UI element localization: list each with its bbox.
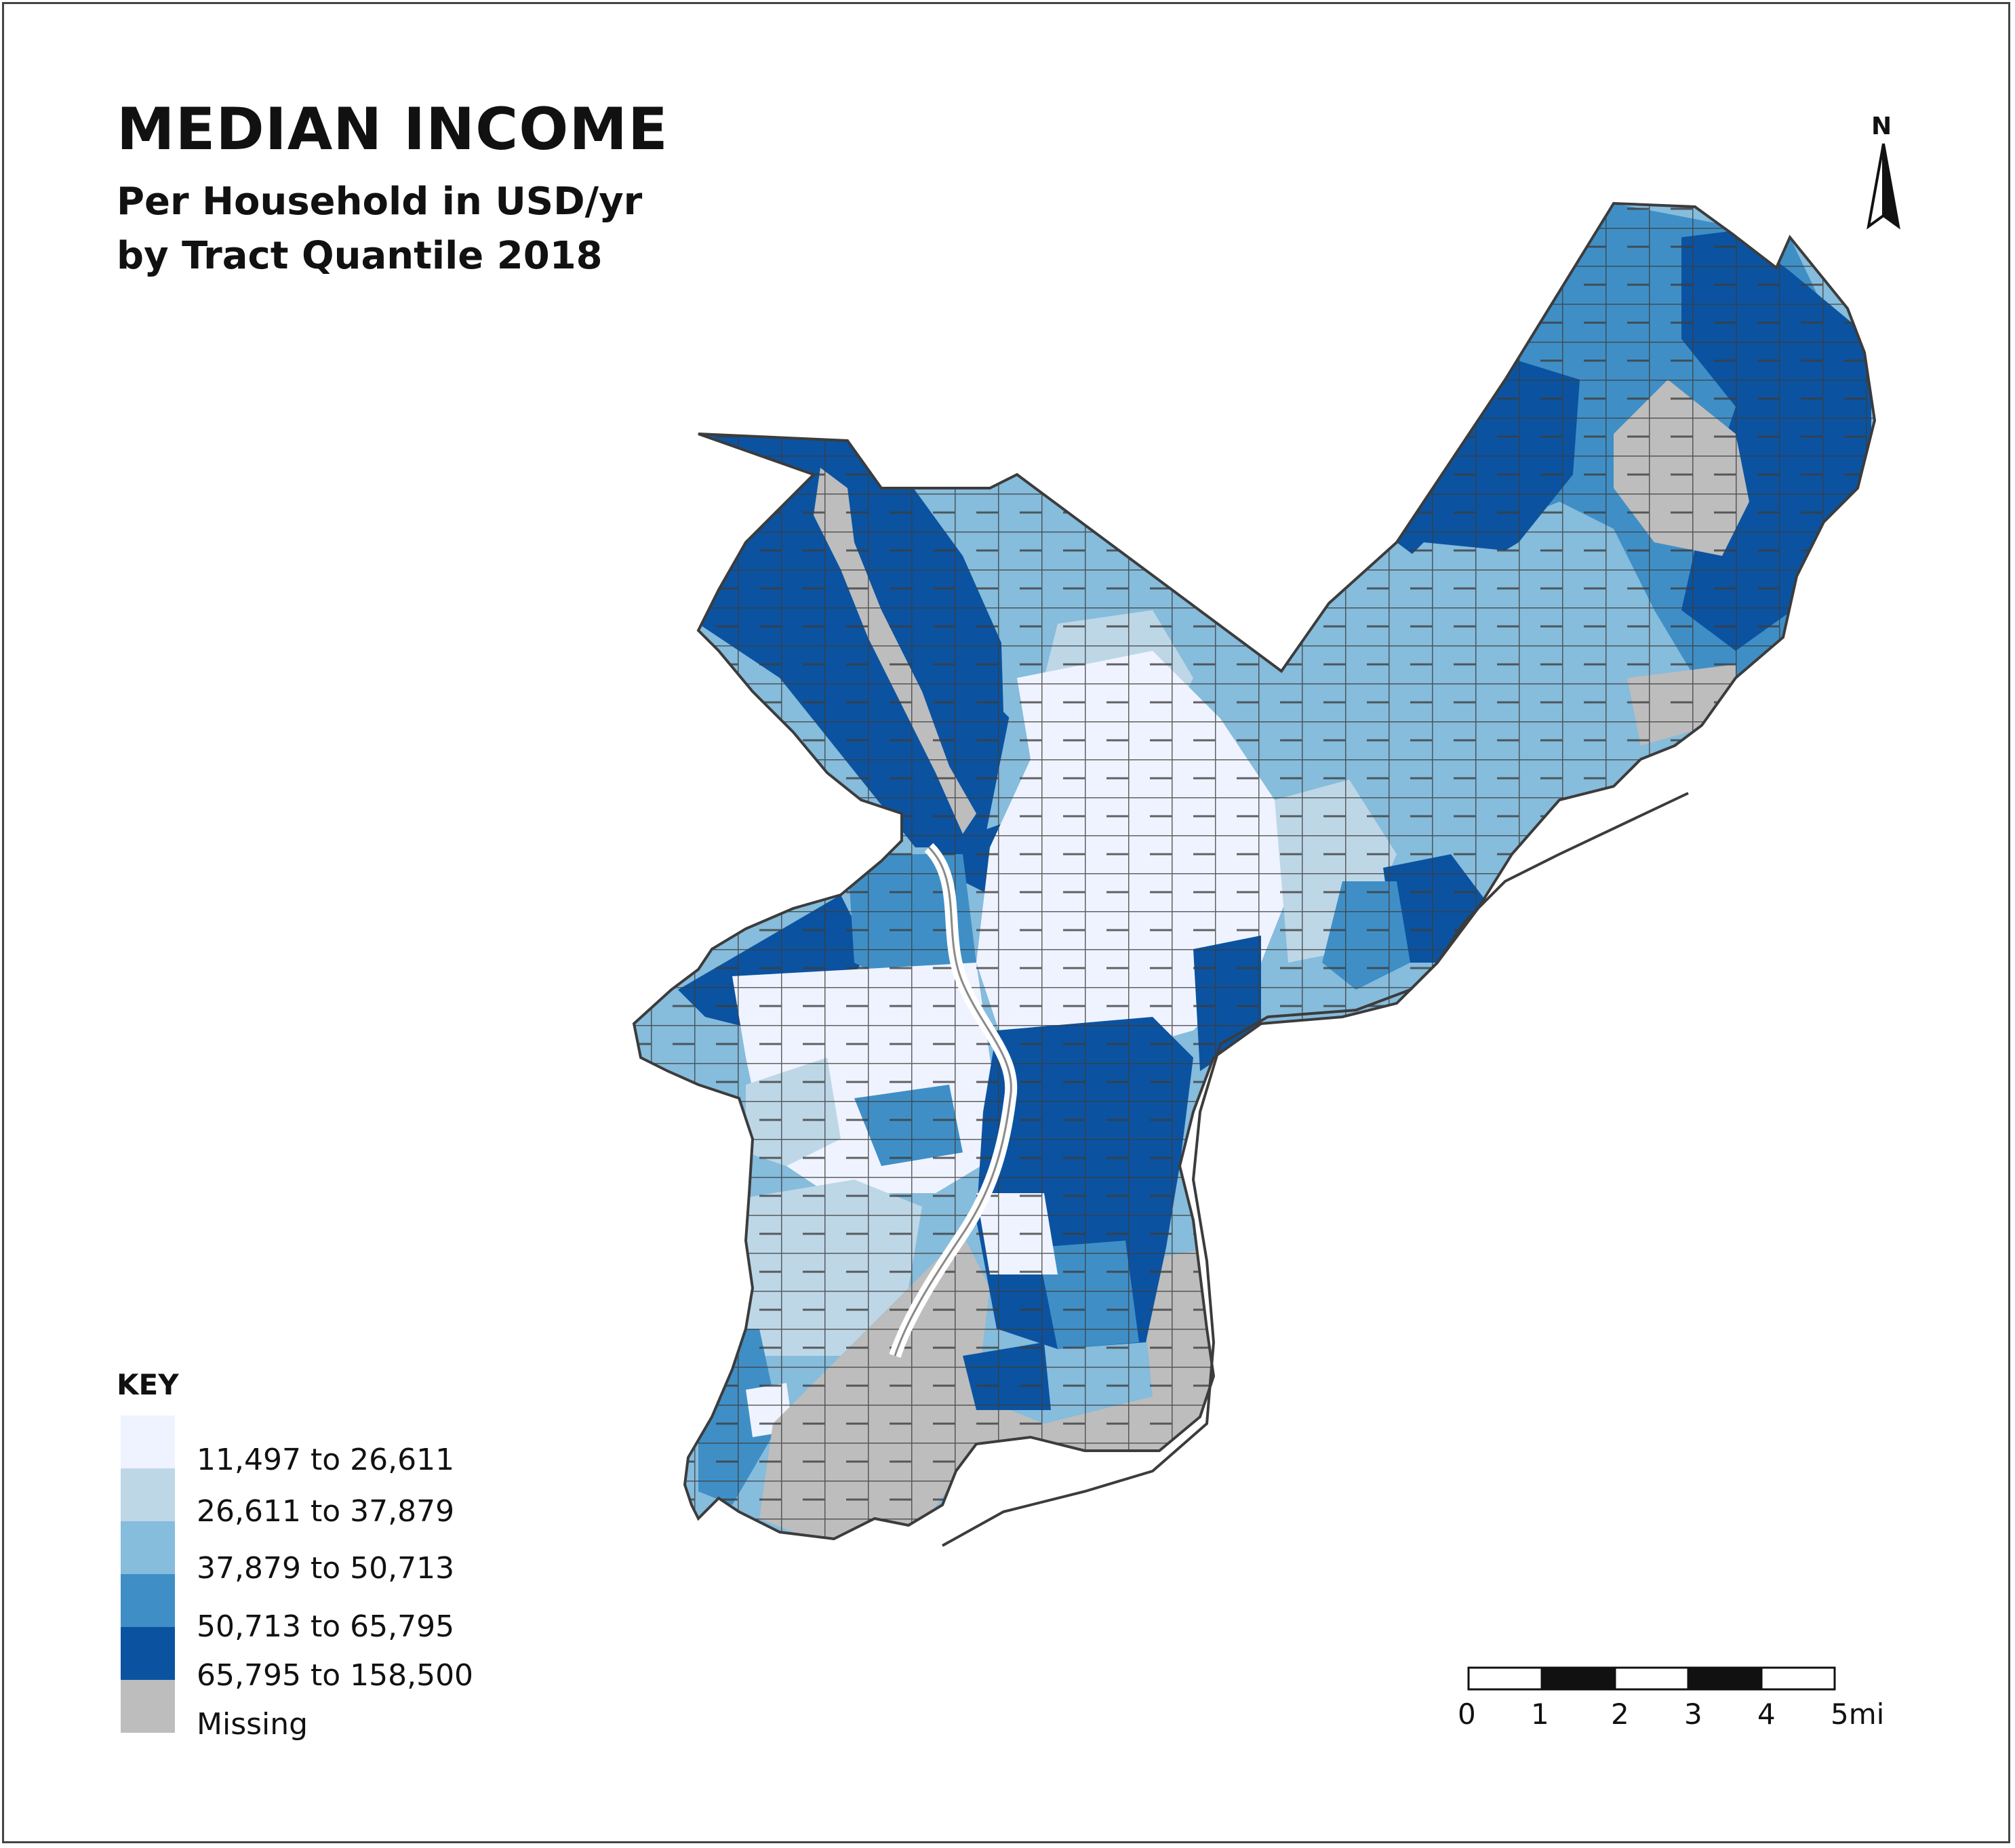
legend-swatch-6 (121, 1680, 175, 1733)
north-arrow-icon (1867, 143, 1900, 230)
scale-label-5: 5mi (1831, 1698, 1885, 1731)
legend-label-3: 37,879 to 50,713 (197, 1551, 455, 1586)
north-label: N (1871, 113, 1892, 140)
scale-label-2: 2 (1611, 1698, 1629, 1731)
legend-label-4: 50,713 to 65,795 (197, 1609, 455, 1644)
scale-label-3: 3 (1684, 1698, 1702, 1731)
scale-label-4: 4 (1757, 1698, 1776, 1731)
map-subtitle-line1: Per Household in USD/yr (117, 180, 643, 224)
scale-bar (1467, 1666, 1836, 1691)
tract-boundaries (634, 203, 1875, 1539)
legend-label-5: 65,795 to 158,500 (197, 1658, 474, 1693)
scale-segment-4 (1687, 1666, 1763, 1691)
river-bank (894, 846, 1012, 1357)
scale-segment-3 (1614, 1666, 1690, 1691)
scale-label-1: 1 (1531, 1698, 1549, 1731)
legend-swatch-1 (121, 1415, 175, 1468)
legend-label-1: 11,497 to 26,611 (197, 1443, 455, 1477)
legend-heading: KEY (117, 1368, 179, 1401)
scale-label-0: 0 (1458, 1698, 1476, 1731)
delaware-river-bank (942, 792, 1689, 1547)
legend-swatch-5 (121, 1627, 175, 1680)
legend-swatch-4 (121, 1574, 175, 1627)
legend-label-2: 26,611 to 37,879 (197, 1494, 455, 1529)
scale-segment-5 (1760, 1666, 1836, 1691)
map-subtitle-line2: by Tract Quantile 2018 (117, 234, 603, 278)
map-title: MEDIAN INCOME (117, 96, 669, 163)
scale-segment-2 (1540, 1666, 1616, 1691)
legend-swatch-3 (121, 1521, 175, 1574)
legend-swatch-2 (121, 1468, 175, 1521)
legend-label-6: Missing (197, 1707, 308, 1742)
scale-segment-1 (1467, 1666, 1543, 1691)
